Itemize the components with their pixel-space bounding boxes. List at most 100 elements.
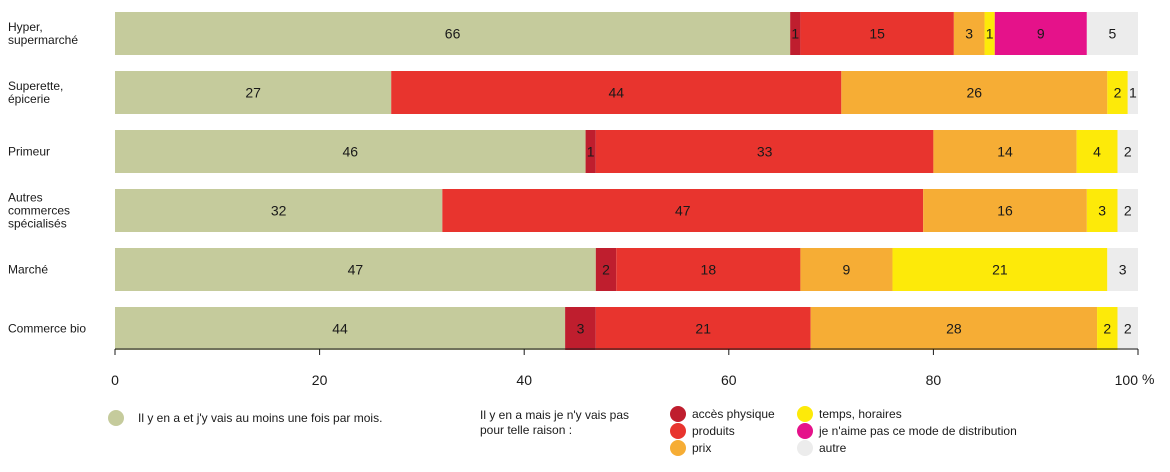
bar-value-label: 33 bbox=[757, 144, 773, 160]
bar-segment-vais bbox=[115, 189, 443, 232]
bar-value-label: 16 bbox=[997, 203, 1013, 219]
bar-value-label: 3 bbox=[1098, 203, 1106, 219]
bar-segment-autre bbox=[1117, 130, 1138, 173]
bar-segment-vais bbox=[115, 248, 596, 291]
bar-segment-prix bbox=[841, 71, 1108, 114]
x-axis: 0 20 40 60 80 100 bbox=[111, 348, 1139, 388]
legend-swatch bbox=[797, 406, 813, 422]
bar-value-label: 26 bbox=[967, 85, 983, 101]
legend-heading-line1: Il y en a mais je n'y vais pas bbox=[480, 408, 630, 422]
bar-value-label: 4 bbox=[1093, 144, 1101, 160]
legend-label: accès physique bbox=[692, 407, 775, 421]
bar-segment-prix bbox=[810, 307, 1098, 350]
legend-label: je n'aime pas ce mode de distribution bbox=[819, 424, 1017, 438]
bar-value-label: 2 bbox=[1124, 321, 1132, 337]
bar-value-label: 21 bbox=[695, 321, 711, 337]
bar-value-label: 21 bbox=[992, 262, 1008, 278]
bar-value-label: 3 bbox=[577, 321, 585, 337]
bar-value-label: 9 bbox=[843, 262, 851, 278]
bar-value-label: 3 bbox=[1119, 262, 1127, 278]
legend-item: prix bbox=[670, 440, 711, 456]
legend-label-vais: Il y en a et j'y vais au moins une fois … bbox=[138, 411, 383, 425]
legend: Il y en a et j'y vais au moins une fois … bbox=[0, 400, 1170, 472]
bar-value-label: 32 bbox=[271, 203, 287, 219]
bar-value-label: 9 bbox=[1037, 26, 1045, 42]
bar-segment-vais bbox=[115, 12, 791, 55]
bar-segment-temps bbox=[1097, 307, 1118, 350]
bar-segment-produits bbox=[800, 12, 954, 55]
bar-segment-prix bbox=[933, 130, 1077, 173]
bar-segment-temps bbox=[1107, 71, 1128, 114]
bar-value-label: 66 bbox=[445, 26, 461, 42]
bar-segment-prix bbox=[923, 189, 1087, 232]
bar-value-label: 15 bbox=[869, 26, 885, 42]
bar-segment-temps bbox=[1076, 130, 1118, 173]
x-tick-label: 60 bbox=[721, 372, 737, 388]
bar-segment-acces bbox=[790, 12, 801, 55]
legend-heading-line2: pour telle raison : bbox=[480, 423, 573, 437]
bar-value-label: 27 bbox=[245, 85, 261, 101]
category-label: Autres commerces spécialisés bbox=[8, 191, 70, 231]
legend-label: autre bbox=[819, 441, 847, 455]
bar-segment-temps bbox=[1086, 189, 1118, 232]
bar-value-label: 47 bbox=[348, 262, 364, 278]
legend-swatch bbox=[670, 440, 686, 456]
bar-value-label: 44 bbox=[332, 321, 348, 337]
legend-swatch bbox=[670, 406, 686, 422]
bar-segment-vais bbox=[115, 130, 586, 173]
legend-item: temps, horaires bbox=[797, 406, 902, 422]
bar-segment-autre bbox=[1127, 71, 1138, 114]
legend-label: prix bbox=[692, 441, 712, 455]
bar-value-label: 14 bbox=[997, 144, 1013, 160]
bar-value-label: 18 bbox=[701, 262, 717, 278]
legend-swatch bbox=[797, 423, 813, 439]
bar-segment-temps bbox=[892, 248, 1108, 291]
legend-item-vais: Il y en a et j'y vais au moins une fois … bbox=[108, 410, 382, 426]
x-axis-unit: % bbox=[1142, 371, 1155, 387]
bar-segment-produits bbox=[616, 248, 801, 291]
bar-value-label: 46 bbox=[343, 144, 359, 160]
category-label: Marché bbox=[8, 263, 48, 277]
bar-value-label: 2 bbox=[1124, 144, 1132, 160]
legend-item: accès physique bbox=[670, 406, 775, 422]
bar-value-label: 1 bbox=[986, 26, 994, 42]
bar-segment-acces bbox=[565, 307, 596, 350]
bar-value-label: 2 bbox=[1103, 321, 1111, 337]
bar-value-label: 1 bbox=[791, 26, 799, 42]
bar-segment-autre bbox=[1086, 12, 1138, 55]
bar-segment-vais bbox=[115, 307, 566, 350]
bar-segment-prix bbox=[800, 248, 893, 291]
category-label: Commerce bio bbox=[8, 322, 86, 336]
bar-value-label: 3 bbox=[965, 26, 973, 42]
bar-segment-autre bbox=[1107, 248, 1138, 291]
legend-label: temps, horaires bbox=[819, 407, 902, 421]
bar-segment-acces bbox=[585, 130, 596, 173]
legend-label: produits bbox=[692, 424, 735, 438]
bar-segment-acces bbox=[595, 248, 617, 291]
bar-segment-autre bbox=[1117, 307, 1138, 350]
bar-value-label: 28 bbox=[946, 321, 962, 337]
bar-value-label: 5 bbox=[1109, 26, 1117, 42]
legend-swatch bbox=[670, 423, 686, 439]
bar-value-label: 47 bbox=[675, 203, 691, 219]
category-label: Superette, épicerie bbox=[8, 79, 63, 106]
bar-segment-autre bbox=[1117, 189, 1138, 232]
bar-value-label: 1 bbox=[587, 144, 595, 160]
x-tick-label: 0 bbox=[111, 372, 119, 388]
bar-segment-temps bbox=[984, 12, 995, 55]
x-tick-label: 80 bbox=[926, 372, 942, 388]
bar-segment-vais bbox=[115, 71, 392, 114]
bar-value-label: 2 bbox=[1114, 85, 1122, 101]
bar-segment-naime bbox=[994, 12, 1087, 55]
bar-value-label: 1 bbox=[1129, 85, 1137, 101]
legend-swatch bbox=[797, 440, 813, 456]
legend-swatch-vais bbox=[108, 410, 124, 426]
legend-item: je n'aime pas ce mode de distribution bbox=[797, 423, 1017, 439]
bar-segment-prix bbox=[953, 12, 985, 55]
legend-item: autre bbox=[797, 440, 846, 456]
bar-value-label: 2 bbox=[1124, 203, 1132, 219]
legend-item: produits bbox=[670, 423, 735, 439]
x-tick-label: 100 bbox=[1115, 372, 1139, 388]
